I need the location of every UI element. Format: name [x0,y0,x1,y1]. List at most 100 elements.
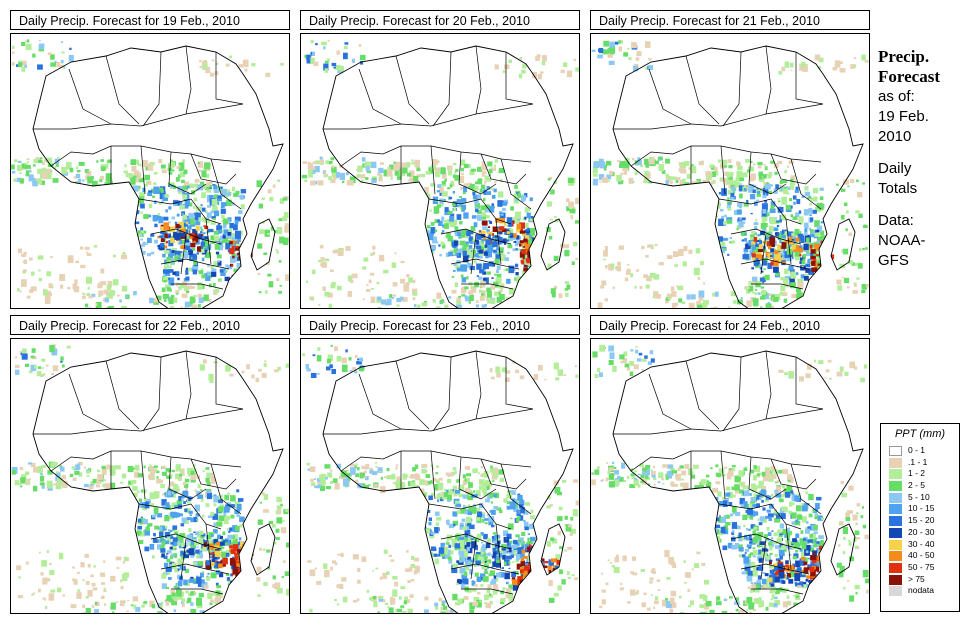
precip-cell [251,63,256,67]
precip-cell [497,252,500,255]
precip-cell [56,61,61,68]
precip-cell [805,242,810,245]
precip-cell [266,262,270,266]
precip-cell [599,180,602,183]
precip-cell [369,272,375,276]
precip-cell [230,256,236,263]
precip-cell [148,203,153,209]
country-border [185,350,192,420]
country-border [210,158,242,210]
precip-cell [497,191,504,198]
precip-cell [546,226,551,233]
precip-cell [691,307,694,308]
precip-cell [132,233,135,236]
precip-cell [166,475,172,479]
precip-cell [195,549,200,554]
precip-cell [182,214,188,220]
precip-cell [187,225,192,230]
precip-cell [384,174,388,177]
precip-cell [676,177,681,181]
precip-cell [795,237,801,242]
precip-cell [238,509,241,513]
precip-cell [575,500,579,506]
precip-cell [736,227,739,231]
precip-cell [383,549,388,554]
precip-cell [650,594,653,596]
precip-cell [234,552,239,557]
precip-cell [157,213,161,216]
precip-cell [764,274,770,281]
precip-cell [491,536,495,540]
precip-cell [617,160,621,163]
precip-cell [477,591,481,595]
precip-cell [138,539,144,544]
precip-cell [28,478,31,481]
precip-cell [16,565,22,571]
precip-cell [453,207,457,212]
precip-cell [492,540,497,544]
precip-cell [839,565,845,573]
precip-cell [171,250,175,253]
precip-cell [98,290,104,296]
precip-cell [120,481,124,484]
precip-cell [790,214,793,218]
precip-cell [88,295,94,299]
precip-cell [479,246,484,251]
precip-cell [549,235,553,240]
precip-cell [154,239,158,244]
precip-cell [510,517,513,520]
precip-cell [480,281,486,288]
precip-cell [645,164,650,168]
precip-cell [110,575,116,582]
precip-cell [460,274,464,278]
country-border [475,45,482,115]
precip-cell [54,158,60,164]
precip-cell [777,247,781,251]
precip-cell [427,510,431,513]
precip-cell [160,238,165,242]
precip-cell [383,169,389,177]
precip-cell [506,231,510,234]
precip-cell [186,517,192,521]
precip-cell [459,221,463,225]
precip-cell [190,517,194,523]
precip-cell [645,467,649,470]
precip-cell [549,572,556,579]
precip-cell [132,492,138,497]
precip-cell [70,474,73,477]
precip-cell [461,172,464,176]
precip-cell [841,492,848,498]
precip-cell [762,241,766,244]
precip-cell [727,197,730,200]
precip-cell [392,482,396,485]
precip-cell [547,263,552,269]
precip-cell [473,493,478,498]
country-border [613,103,824,130]
precip-cell [756,193,761,197]
precip-cell [216,561,221,565]
country-border [770,153,817,185]
country-border [428,198,512,225]
precip-cell [231,253,237,258]
precip-cell [137,525,142,530]
precip-cell [167,277,170,280]
precip-cell [209,602,213,605]
precip-cell [777,198,780,200]
precip-cell [465,247,469,251]
precip-cell [459,558,462,561]
precip-cell [690,294,696,300]
precip-cell [439,187,444,194]
precip-cell [839,68,846,73]
precip-cell [736,170,743,178]
precip-cell [409,475,412,479]
precip-cell [814,207,821,213]
precip-cell [85,607,91,613]
precip-cell [172,525,178,530]
precip-cell [162,253,166,258]
precip-cell [535,573,539,578]
precip-cell [848,260,853,265]
precip-cell [469,265,475,271]
precip-cell [308,173,313,178]
precip-cell [131,479,137,484]
precip-cell [256,180,262,188]
